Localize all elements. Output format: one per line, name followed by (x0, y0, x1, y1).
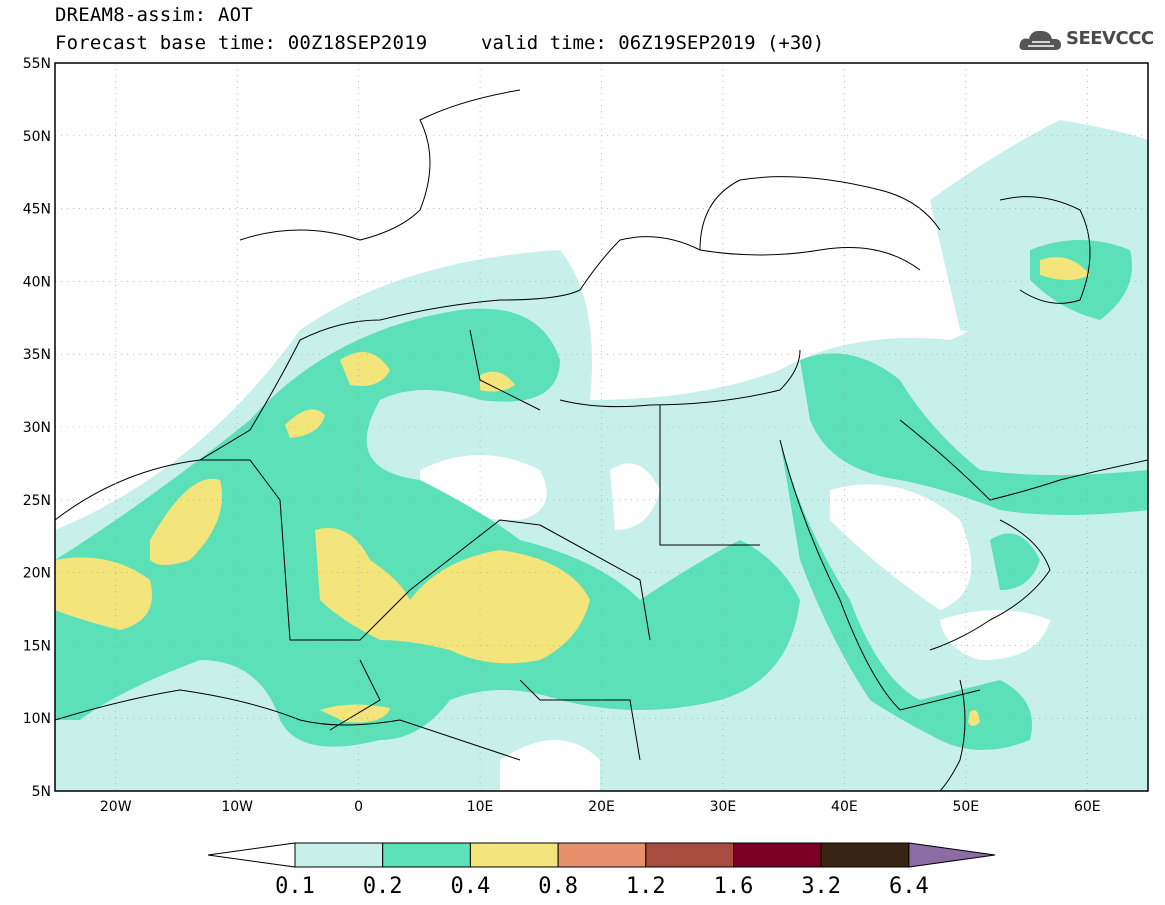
coastlines (55, 89, 1148, 791)
colorbar-segment (557, 842, 647, 868)
latitude-label: 10N (23, 711, 51, 727)
longitude-label: 40E (831, 799, 858, 815)
longitude-label: 60E (1074, 799, 1101, 815)
colorbar-label: 0.2 (363, 874, 403, 899)
latitude-label: 30N (23, 420, 51, 436)
colorbar-segment (733, 842, 822, 868)
latitude-label: 5N (32, 784, 51, 800)
longitude-label: 20W (100, 799, 132, 815)
longitude-label: 50E (952, 799, 979, 815)
aot-field-medium (55, 240, 1148, 750)
longitude-label: 0 (354, 799, 363, 815)
colorbar-label: 3.2 (801, 874, 841, 899)
colorbar-left-arrow (207, 842, 296, 868)
latitude-label: 20N (23, 566, 51, 582)
longitude-label: 30E (710, 799, 737, 815)
forecast-base-time: Forecast base time: 00Z18SEP2019 (55, 32, 428, 54)
map-frame (54, 62, 1149, 792)
colorbar-label: 0.4 (451, 874, 491, 899)
colorbar-segment (645, 842, 734, 868)
seevccc-logo: SEEVCCC (1018, 24, 1154, 56)
colorbar-segment (820, 842, 910, 868)
colorbar-label: 0.1 (275, 874, 315, 899)
longitude-label: 20E (588, 799, 615, 815)
map-title: DREAM8-assim: AOT (55, 4, 253, 26)
map-gridlines (55, 63, 1148, 791)
colorbar-segment (382, 842, 471, 868)
colorbar-segment (294, 842, 384, 868)
latitude-label: 50N (23, 129, 51, 145)
colorbar-label: 6.4 (889, 874, 929, 899)
latitude-labels: 55N 50N 45N 40N 35N 30N 25N 20N 15N 10N 5N (23, 56, 51, 800)
colorbar-label: 1.6 (714, 874, 754, 899)
latitude-label: 45N (23, 202, 51, 218)
latitude-label: 35N (23, 347, 51, 363)
cloud-icon (1019, 30, 1061, 50)
colorbar-label: 0.8 (538, 874, 578, 899)
colorbar-right-arrow (908, 842, 996, 868)
colorbar-label: 1.2 (626, 874, 666, 899)
latitude-label: 15N (23, 638, 51, 654)
latitude-label: 55N (23, 56, 51, 72)
valid-time: valid time: 06Z19SEP2019 (+30) (481, 32, 825, 54)
longitude-label: 10E (467, 799, 494, 815)
longitude-labels: 20W 10W 0 10E 20E 30E 40E 50E 60E (100, 799, 1101, 815)
colorbar-segment (469, 842, 559, 868)
longitude-label: 10W (221, 799, 253, 815)
latitude-label: 25N (23, 493, 51, 509)
aot-field-high (55, 257, 1090, 726)
latitude-label: 40N (23, 274, 51, 290)
